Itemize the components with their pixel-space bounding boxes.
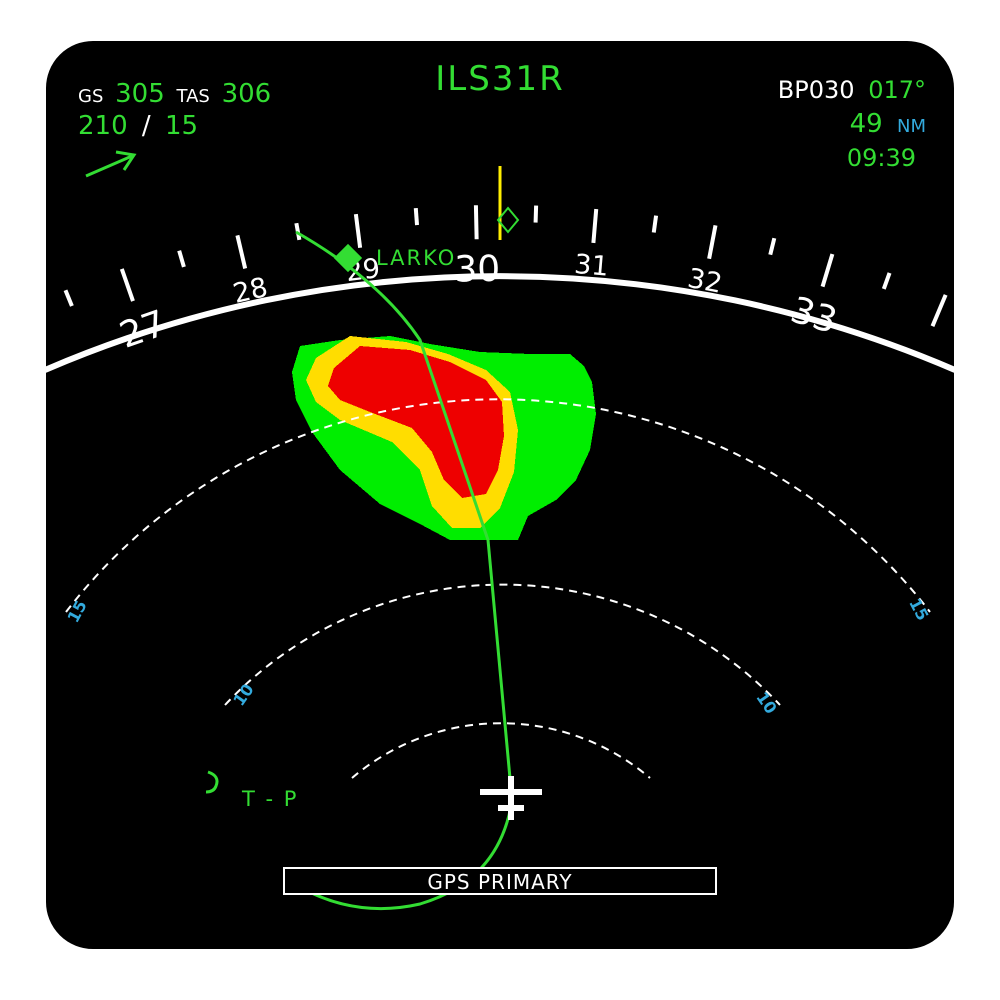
compass-major-tick [930, 294, 948, 327]
compass-label-31: 31 [573, 249, 610, 283]
range-rings [65, 398, 931, 779]
compass-major-tick [10, 314, 24, 345]
compass-major-tick [119, 268, 135, 302]
waypoint-tp-label: T - P [241, 787, 298, 811]
tp-marker-icon [205, 770, 219, 794]
compass-minor-tick [533, 205, 539, 223]
display-bezel [44, 39, 956, 951]
waypoint-distance-readout: 49 NM [850, 109, 926, 139]
compass-minor-tick [177, 250, 186, 268]
compass-label-32: 32 [685, 263, 725, 300]
wind-arrow-icon [85, 150, 137, 178]
compass-minor-tick [413, 207, 420, 226]
ground-speed-readout: GS 305 TAS 306 [78, 79, 271, 109]
compass-label-30: 30 [454, 249, 501, 291]
track-diamond-icon [496, 206, 520, 234]
compass-major-tick [353, 213, 363, 249]
gs-label: GS [78, 86, 103, 107]
range-ring-mid [224, 583, 781, 706]
wind-readout: 210 / 15 [78, 111, 198, 141]
compass-major-tick [820, 253, 835, 288]
gs-value: 305 [115, 79, 165, 109]
compass-minor-tick [651, 215, 659, 233]
weather-radar-return [292, 336, 596, 540]
distance-unit: NM [897, 116, 926, 137]
tas-value: 306 [222, 79, 272, 109]
compass-major-tick [707, 224, 718, 260]
flight-path-line [287, 230, 514, 910]
tas-label: TAS [175, 86, 209, 107]
compass-minor-tick [881, 272, 892, 290]
wind-direction: 210 [78, 111, 128, 141]
compass-minor-tick [768, 237, 777, 256]
wind-speed: 15 [165, 111, 198, 141]
compass-major-tick [591, 208, 599, 244]
waypoint-bearing: 017° [868, 76, 926, 104]
waypoint-name: BP030 [778, 76, 855, 104]
compass-minor-tick [63, 289, 74, 307]
gps-primary-box [283, 867, 717, 895]
range-ring-outer [65, 398, 931, 613]
waypoint-distance: 49 [850, 109, 883, 139]
compass-label-28: 28 [230, 272, 271, 310]
compass-major-tick [473, 205, 479, 240]
wind-separator: / [142, 111, 151, 141]
nav-mode-label: GPS PRIMARY [427, 870, 572, 894]
aircraft-symbol-icon [480, 776, 542, 820]
waypoint-bearing-readout: BP030 017° [778, 76, 926, 104]
waypoint-larko-label[interactable]: LARKO [376, 246, 456, 270]
range-ring-inner [351, 722, 651, 779]
compass-arc [45, 273, 955, 373]
eta-readout: 09:39 [847, 144, 916, 172]
compass-major-tick [235, 234, 248, 269]
approach-label: ILS31R [435, 59, 564, 99]
